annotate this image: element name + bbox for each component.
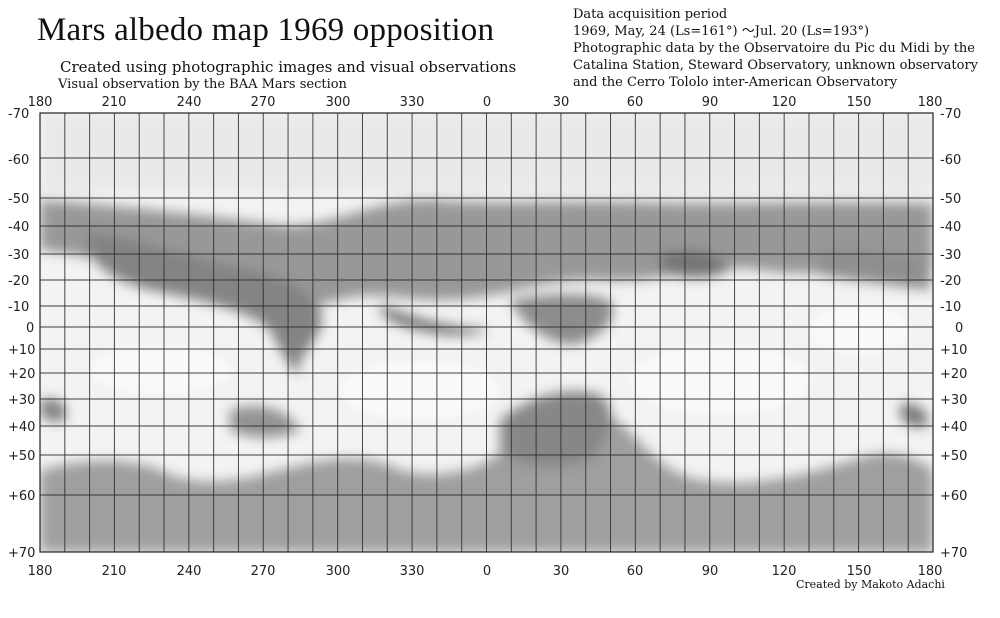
lat-label: -20 bbox=[8, 274, 29, 289]
lat-label: +10 bbox=[8, 343, 35, 358]
lat-label: -40 bbox=[940, 220, 961, 235]
lat-label: -60 bbox=[8, 153, 29, 168]
acquisition-info: Data acquisition period 1969, May, 24 (L… bbox=[573, 6, 978, 91]
lon-label: 90 bbox=[702, 95, 719, 110]
info-line: and the Cerro Tololo inter-American Obse… bbox=[573, 75, 898, 90]
lat-label: +40 bbox=[940, 420, 967, 435]
lon-label: 270 bbox=[251, 95, 276, 110]
lon-label: 210 bbox=[102, 95, 127, 110]
lat-label: +10 bbox=[940, 343, 967, 358]
lon-label: 330 bbox=[400, 95, 425, 110]
lat-label: -10 bbox=[8, 300, 29, 315]
lon-label: 30 bbox=[553, 95, 570, 110]
lat-label: +70 bbox=[940, 546, 967, 561]
map-subtitle: Created using photographic images and vi… bbox=[60, 58, 517, 76]
lat-label: -40 bbox=[8, 220, 29, 235]
info-line: Data acquisition period bbox=[573, 7, 728, 22]
info-line: Photographic data by the Observatoire du… bbox=[573, 41, 975, 56]
lat-label: +70 bbox=[8, 546, 35, 561]
lat-label: +20 bbox=[940, 367, 967, 382]
lat-label: +60 bbox=[8, 489, 35, 504]
lat-label: +50 bbox=[8, 449, 35, 464]
lat-label: -60 bbox=[940, 153, 961, 168]
lon-label: 30 bbox=[553, 564, 570, 579]
lat-label: -30 bbox=[8, 248, 29, 263]
map-frame bbox=[39, 112, 934, 553]
info-line: 1969, May, 24 (Ls=161°) ～Jul. 20 (Ls=193… bbox=[573, 24, 870, 39]
lat-label: -70 bbox=[8, 107, 29, 122]
latitude-labels-right: -70 -60 -50 -40 -30 -20 -10 0 +10 +20 +3… bbox=[940, 107, 967, 561]
lon-label: 150 bbox=[847, 564, 872, 579]
lon-label: 60 bbox=[627, 95, 644, 110]
lon-label: 90 bbox=[702, 564, 719, 579]
lat-label: -50 bbox=[8, 192, 29, 207]
lat-label: -20 bbox=[940, 274, 961, 289]
lon-label: 300 bbox=[326, 564, 351, 579]
lon-label: 210 bbox=[102, 564, 127, 579]
lat-label: -10 bbox=[940, 300, 961, 315]
lon-label: 180 bbox=[28, 564, 53, 579]
latitude-labels-left: -70 -60 -50 -40 -30 -20 -10 0 +10 +20 +3… bbox=[8, 107, 35, 561]
lat-label: +60 bbox=[940, 489, 967, 504]
coordinate-grid bbox=[40, 113, 933, 552]
lon-label: 300 bbox=[326, 95, 351, 110]
lon-label: 60 bbox=[627, 564, 644, 579]
map-credit: Created by Makoto Adachi bbox=[796, 578, 945, 591]
lat-label: 0 bbox=[955, 321, 963, 336]
lon-label: 330 bbox=[400, 564, 425, 579]
lon-label: 0 bbox=[483, 564, 491, 579]
map-subtitle-visual: Visual observation by the BAA Mars secti… bbox=[58, 77, 347, 92]
lat-label: +50 bbox=[940, 449, 967, 464]
lon-label: 180 bbox=[918, 564, 943, 579]
lat-label: -50 bbox=[940, 192, 961, 207]
lon-label: 120 bbox=[772, 95, 797, 110]
lon-label: 120 bbox=[772, 564, 797, 579]
lon-label: 240 bbox=[177, 564, 202, 579]
lon-label: 180 bbox=[28, 95, 53, 110]
lat-label: +30 bbox=[8, 393, 35, 408]
info-line: Catalina Station, Steward Observatory, u… bbox=[573, 58, 979, 73]
lat-label: +20 bbox=[8, 367, 35, 382]
lon-label: 0 bbox=[483, 95, 491, 110]
lon-label: 180 bbox=[918, 95, 943, 110]
lon-label: 240 bbox=[177, 95, 202, 110]
lon-label: 150 bbox=[847, 95, 872, 110]
lat-label: +40 bbox=[8, 420, 35, 435]
map-title: Mars albedo map 1969 opposition bbox=[37, 12, 495, 48]
longitude-labels-bottom: 180 210 240 270 300 330 0 30 60 90 120 1… bbox=[28, 564, 943, 579]
lat-label: -70 bbox=[940, 107, 961, 122]
lat-label: -30 bbox=[940, 248, 961, 263]
lat-label: 0 bbox=[26, 321, 34, 336]
lon-label: 270 bbox=[251, 564, 276, 579]
longitude-labels-top: 180 210 240 270 300 330 0 30 60 90 120 1… bbox=[28, 95, 943, 110]
lat-label: +30 bbox=[940, 393, 967, 408]
